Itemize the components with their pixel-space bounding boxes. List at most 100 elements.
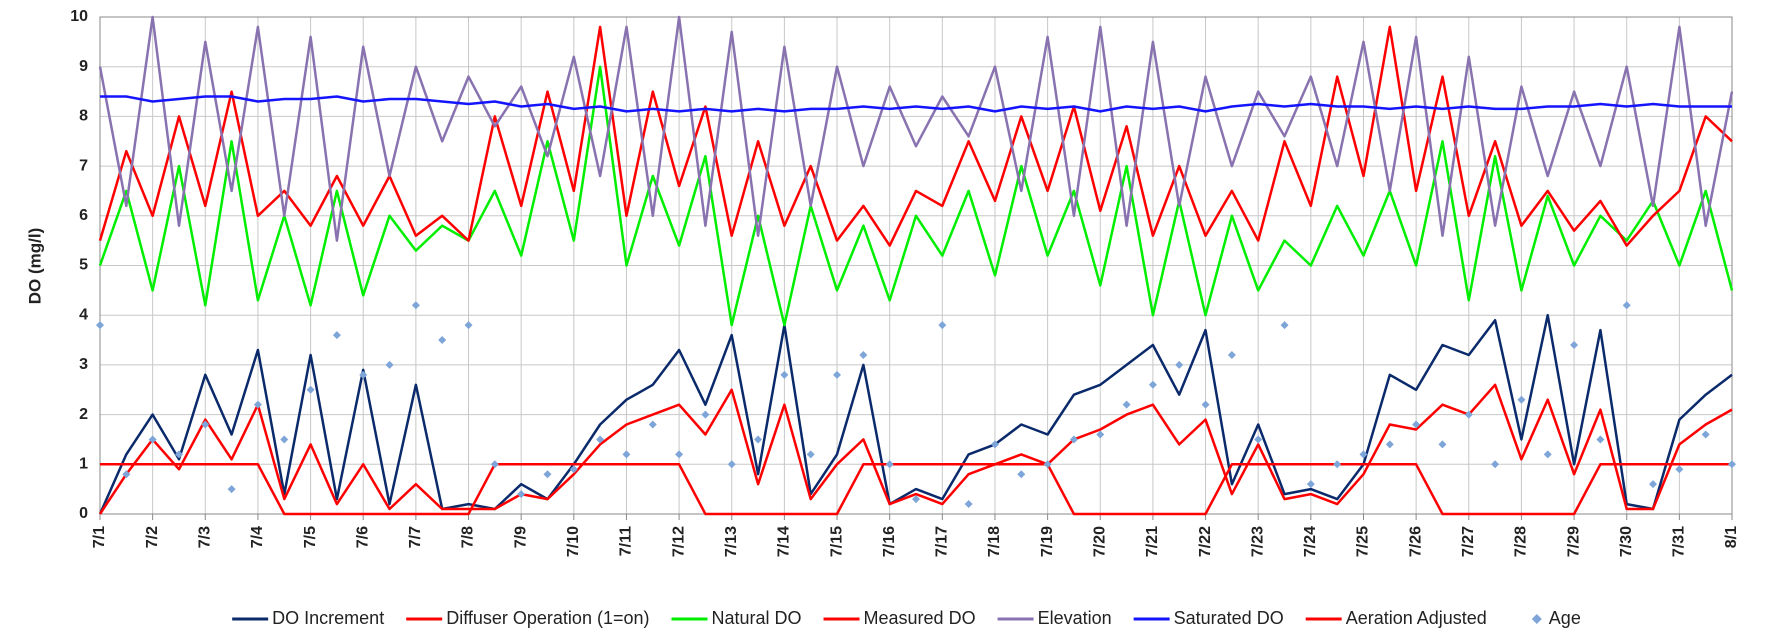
x-tick-label: 7/2 bbox=[144, 526, 161, 548]
series-line bbox=[98, 313, 1733, 515]
data-point bbox=[990, 440, 999, 449]
y-tick-label: 3 bbox=[79, 356, 88, 373]
data-point bbox=[280, 435, 289, 444]
x-tick-label: 7/14 bbox=[776, 526, 793, 557]
data-point bbox=[1201, 400, 1210, 409]
legend-label: Elevation bbox=[1038, 608, 1112, 628]
x-tick-label: 7/7 bbox=[407, 526, 424, 548]
data-point bbox=[1464, 410, 1473, 419]
x-tick-label: 7/19 bbox=[1039, 526, 1056, 557]
x-tick-label: 7/13 bbox=[723, 526, 740, 557]
data-point bbox=[517, 490, 526, 499]
series-line bbox=[98, 383, 1733, 515]
x-tick-label: 7/24 bbox=[1302, 526, 1319, 557]
x-tick-label: 7/3 bbox=[197, 526, 214, 548]
x-tick-label: 7/17 bbox=[934, 526, 951, 557]
data-point bbox=[964, 500, 973, 509]
x-tick-label: 7/20 bbox=[1091, 526, 1108, 557]
data-point bbox=[148, 435, 157, 444]
data-point bbox=[227, 485, 236, 494]
x-tick-label: 7/31 bbox=[1671, 526, 1688, 557]
y-tick-label: 0 bbox=[79, 505, 88, 522]
data-point bbox=[1385, 440, 1394, 449]
data-point bbox=[569, 465, 578, 474]
data-point bbox=[1622, 301, 1631, 310]
data-point bbox=[859, 350, 868, 359]
data-point bbox=[1596, 435, 1605, 444]
legend-marker bbox=[1531, 614, 1542, 624]
data-point bbox=[1148, 380, 1157, 389]
data-point bbox=[1175, 360, 1184, 369]
y-tick-label: 8 bbox=[79, 108, 88, 125]
x-tick-label: 7/9 bbox=[512, 526, 529, 548]
data-point bbox=[411, 301, 420, 310]
data-point bbox=[1333, 460, 1342, 469]
data-point bbox=[885, 460, 894, 469]
y-tick-label: 6 bbox=[79, 207, 88, 224]
data-point bbox=[1728, 460, 1736, 469]
series-line bbox=[98, 25, 1733, 247]
data-point bbox=[253, 400, 262, 409]
data-point bbox=[727, 460, 736, 469]
y-tick-label: 5 bbox=[79, 257, 88, 274]
y-tick-label: 10 bbox=[70, 8, 88, 25]
data-point bbox=[806, 450, 815, 459]
legend-label: Saturated DO bbox=[1174, 608, 1284, 628]
y-tick-label: 1 bbox=[79, 456, 88, 473]
series-line bbox=[98, 65, 1734, 327]
y-tick-label: 4 bbox=[79, 306, 88, 323]
data-point bbox=[596, 435, 605, 444]
data-point bbox=[780, 370, 789, 379]
x-tick-label: 7/26 bbox=[1407, 526, 1424, 557]
data-point bbox=[622, 450, 631, 459]
data-point bbox=[1675, 465, 1684, 474]
data-point bbox=[1280, 321, 1289, 330]
x-tick-label: 7/8 bbox=[460, 526, 477, 548]
data-point bbox=[174, 450, 183, 459]
data-point bbox=[912, 495, 920, 504]
data-point bbox=[490, 460, 499, 469]
data-point bbox=[1043, 460, 1052, 469]
y-tick-label: 9 bbox=[79, 58, 88, 75]
legend-label: Natural DO bbox=[711, 608, 801, 628]
legend-label: Age bbox=[1549, 608, 1581, 628]
legend: DO Increment Diffuser Operation (1=on) Nat… bbox=[232, 608, 1581, 628]
x-tick-label: 7/25 bbox=[1355, 526, 1372, 557]
data-point bbox=[1543, 450, 1552, 459]
x-tick-label: 7/22 bbox=[1197, 526, 1214, 557]
data-point bbox=[675, 450, 684, 459]
legend-label: DO Increment bbox=[272, 608, 384, 628]
y-tick-label: 2 bbox=[79, 406, 88, 423]
data-point bbox=[359, 370, 368, 379]
legend-label: Aeration Adjusted bbox=[1346, 608, 1487, 628]
data-point bbox=[938, 321, 947, 330]
legend-label: Measured DO bbox=[864, 608, 976, 628]
data-point bbox=[122, 470, 131, 479]
data-point bbox=[1491, 460, 1500, 469]
x-tick-label: 7/21 bbox=[1144, 526, 1161, 557]
data-point bbox=[833, 370, 842, 379]
y-axis-title: DO (mg/l) bbox=[25, 228, 44, 305]
x-tick-label: 7/15 bbox=[828, 526, 845, 557]
data-point bbox=[1069, 435, 1078, 444]
data-point bbox=[1122, 400, 1131, 409]
data-point bbox=[754, 435, 763, 444]
x-tick-label: 7/1 bbox=[91, 526, 108, 548]
x-tick-label: 7/5 bbox=[302, 526, 319, 548]
data-point bbox=[306, 385, 315, 394]
data-point bbox=[701, 410, 710, 419]
data-point bbox=[1649, 480, 1658, 489]
data-point bbox=[464, 321, 473, 330]
data-point bbox=[1412, 420, 1421, 429]
y-tick-label: 7 bbox=[79, 157, 88, 174]
x-tick-label: 7/16 bbox=[881, 526, 898, 557]
x-tick-label: 7/11 bbox=[618, 526, 635, 556]
data-point bbox=[1254, 435, 1263, 444]
data-point bbox=[1359, 450, 1368, 459]
data-point bbox=[1570, 341, 1579, 350]
data-point bbox=[438, 336, 447, 345]
legend-label: Diffuser Operation (1=on) bbox=[446, 608, 649, 628]
x-tick-label: 7/27 bbox=[1460, 526, 1477, 557]
data-point bbox=[1306, 480, 1315, 489]
